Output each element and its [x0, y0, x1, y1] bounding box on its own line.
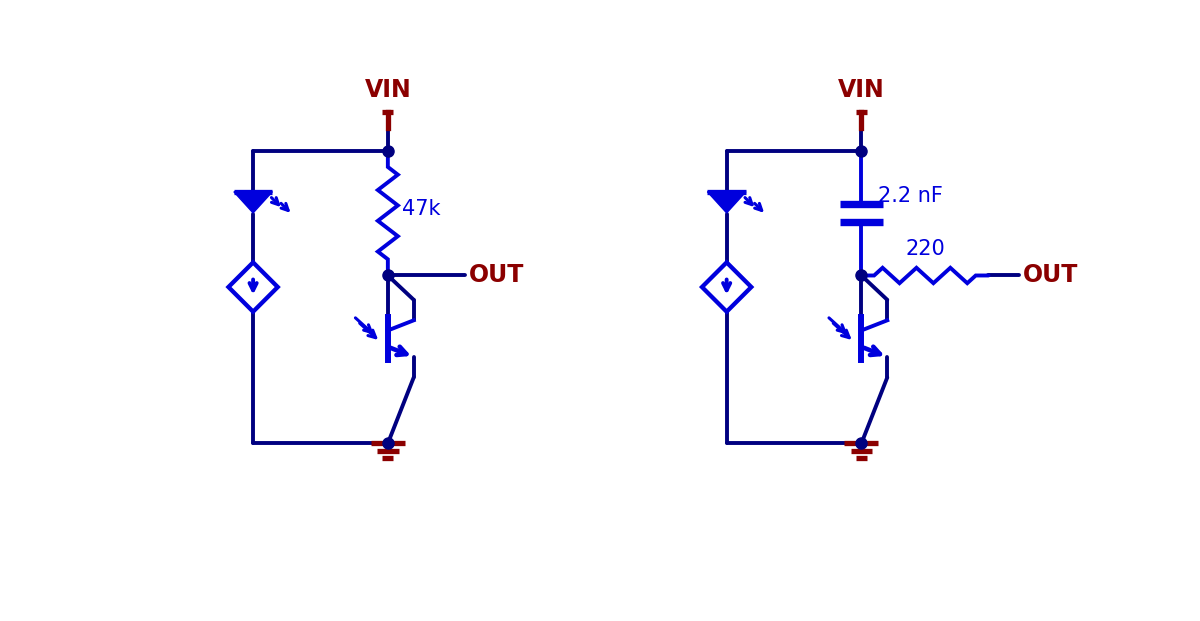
Text: 220: 220	[905, 238, 944, 258]
Text: VIN: VIN	[838, 78, 884, 102]
Text: 47k: 47k	[402, 199, 440, 219]
Text: VIN: VIN	[365, 78, 412, 102]
Text: 2.2 nF: 2.2 nF	[878, 186, 943, 206]
Polygon shape	[234, 192, 272, 213]
Text: OUT: OUT	[1024, 263, 1079, 288]
Text: OUT: OUT	[469, 263, 524, 288]
Polygon shape	[708, 192, 746, 213]
